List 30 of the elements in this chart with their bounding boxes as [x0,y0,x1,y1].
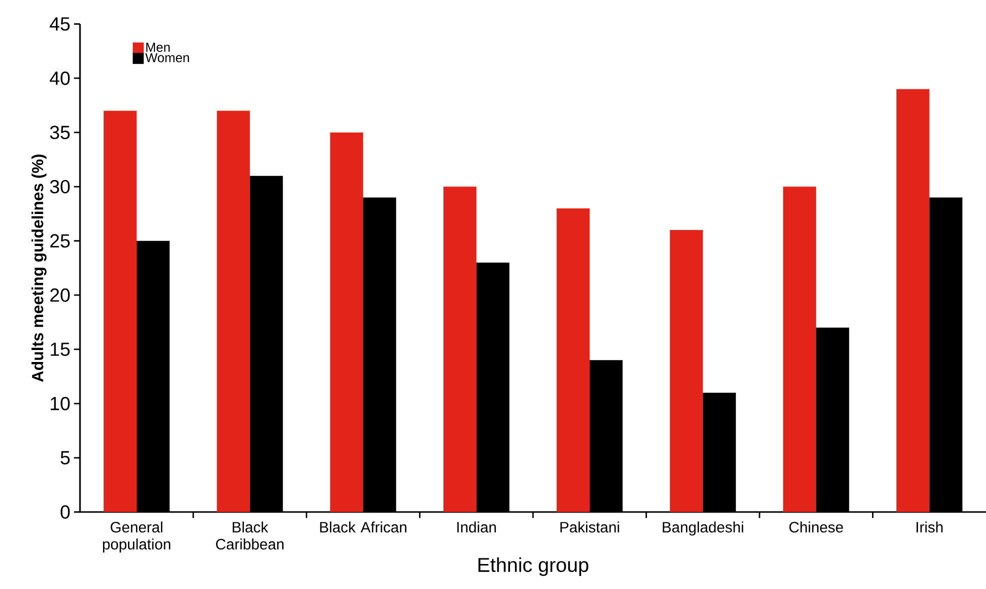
x-tick-label: Black Caribbean [216,522,284,550]
y-tick-label: 20 [50,288,70,302]
legend-label: Women [145,53,189,62]
x-tick-label: Chinese [789,522,843,533]
x-axis-title: Ethnic group [478,557,588,576]
y-tick-label: 10 [50,396,70,410]
bar [556,208,590,512]
bar [216,110,250,512]
bar [670,230,703,512]
x-tick-label: Indian [457,522,496,533]
x-tick-label: Bangladeshi [662,522,744,536]
y-tick-label: 25 [50,234,70,248]
bar [104,110,137,512]
bar [443,186,476,512]
y-axis-title: Adults meeting guidelines (%) [32,154,47,382]
y-tick-label: 30 [50,180,70,194]
y-tick-label: 45 [50,17,70,31]
legend-label: Men [146,42,170,52]
y-tick-label: 35 [50,126,70,140]
y-tick-label: 15 [50,342,70,356]
x-tick-label: General population [102,522,170,552]
y-tick-label: 40 [50,71,70,85]
y-tick-label: 0 [60,505,70,519]
bar [783,186,816,512]
x-tick-label: Pakistani [560,522,620,533]
bar [896,89,930,512]
x-tick-label: Black African [320,522,406,533]
x-tick-label: Irish [916,522,943,533]
y-tick-label: 5 [60,451,70,464]
bar [330,132,364,512]
